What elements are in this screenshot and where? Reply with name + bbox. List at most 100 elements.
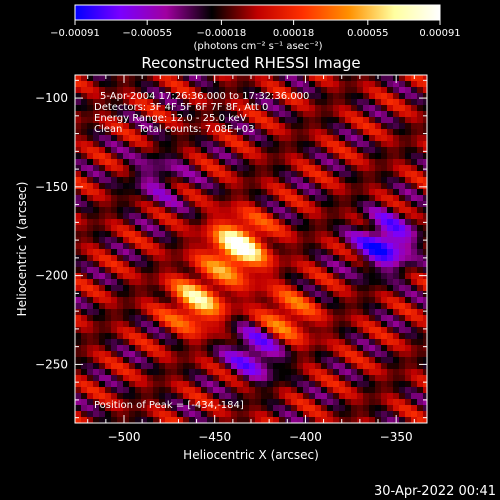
heatmap-cell bbox=[117, 183, 123, 189]
heatmap-cell bbox=[411, 315, 417, 321]
heatmap-cell bbox=[135, 375, 141, 381]
heatmap-cell bbox=[315, 303, 321, 309]
heatmap-cell bbox=[153, 117, 159, 123]
heatmap-cell bbox=[99, 255, 105, 261]
heatmap-cell bbox=[411, 297, 417, 303]
heatmap-cell bbox=[99, 285, 105, 291]
heatmap-cell bbox=[249, 417, 255, 423]
heatmap-cell bbox=[279, 75, 285, 81]
heatmap-cell bbox=[417, 321, 423, 327]
heatmap-cell bbox=[243, 399, 249, 405]
heatmap-cell bbox=[219, 255, 225, 261]
heatmap-cell bbox=[123, 309, 129, 315]
heatmap-cell bbox=[357, 357, 363, 363]
heatmap-cell bbox=[273, 201, 279, 207]
heatmap-cell bbox=[189, 129, 195, 135]
heatmap-cell bbox=[219, 297, 225, 303]
heatmap-cell bbox=[87, 303, 93, 309]
heatmap-cell bbox=[225, 111, 231, 117]
heatmap-cell bbox=[87, 357, 93, 363]
heatmap-cell bbox=[105, 369, 111, 375]
heatmap-cell bbox=[189, 81, 195, 87]
heatmap-cell bbox=[375, 93, 381, 99]
heatmap-cell bbox=[105, 405, 111, 411]
heatmap-cell bbox=[351, 105, 357, 111]
heatmap-cell bbox=[249, 171, 255, 177]
heatmap-cell bbox=[255, 87, 261, 93]
heatmap-cell bbox=[279, 225, 285, 231]
heatmap-cell bbox=[195, 411, 201, 417]
heatmap-cell bbox=[231, 363, 237, 369]
heatmap-cell bbox=[153, 219, 159, 225]
heatmap-cell bbox=[297, 309, 303, 315]
heatmap-cell bbox=[195, 309, 201, 315]
heatmap-cell bbox=[171, 195, 177, 201]
heatmap-cell bbox=[135, 219, 141, 225]
heatmap-cell bbox=[93, 177, 99, 183]
heatmap-cell bbox=[219, 81, 225, 87]
heatmap-cell bbox=[327, 111, 333, 117]
heatmap-cell bbox=[255, 159, 261, 165]
heatmap-cell bbox=[411, 255, 417, 261]
heatmap-cell bbox=[399, 165, 405, 171]
x-tick-label: −400 bbox=[289, 430, 322, 444]
heatmap-cell bbox=[177, 369, 183, 375]
heatmap-cell bbox=[183, 321, 189, 327]
heatmap-cell bbox=[93, 297, 99, 303]
heatmap-cell bbox=[147, 171, 153, 177]
heatmap-cell bbox=[123, 201, 129, 207]
heatmap-cell bbox=[411, 339, 417, 345]
heatmap-cell bbox=[213, 411, 219, 417]
heatmap-cell bbox=[135, 297, 141, 303]
heatmap-cell bbox=[375, 333, 381, 339]
heatmap-cell bbox=[417, 177, 423, 183]
heatmap-cell bbox=[327, 201, 333, 207]
heatmap-cell bbox=[141, 291, 147, 297]
heatmap-cell bbox=[165, 249, 171, 255]
heatmap-cell bbox=[333, 171, 339, 177]
heatmap-cell bbox=[93, 87, 99, 93]
heatmap-cell bbox=[177, 135, 183, 141]
heatmap-cell bbox=[243, 417, 249, 423]
heatmap-cell bbox=[81, 159, 87, 165]
heatmap-cell bbox=[123, 219, 129, 225]
heatmap-cell bbox=[363, 249, 369, 255]
heatmap-cell bbox=[153, 351, 159, 357]
heatmap-cell bbox=[189, 327, 195, 333]
heatmap-cell bbox=[279, 351, 285, 357]
heatmap-cell bbox=[123, 357, 129, 363]
heatmap-cell bbox=[135, 267, 141, 273]
heatmap-cell bbox=[135, 195, 141, 201]
heatmap-cell bbox=[189, 243, 195, 249]
heatmap-cell bbox=[99, 111, 105, 117]
heatmap-cell bbox=[141, 123, 147, 129]
heatmap-cell bbox=[117, 321, 123, 327]
heatmap-cell bbox=[207, 225, 213, 231]
heatmap-cell bbox=[81, 303, 87, 309]
heatmap-cell bbox=[393, 273, 399, 279]
heatmap-cell bbox=[267, 135, 273, 141]
heatmap-cell bbox=[195, 285, 201, 291]
heatmap-cell bbox=[81, 369, 87, 375]
heatmap-cell bbox=[405, 333, 411, 339]
heatmap-cell bbox=[261, 117, 267, 123]
heatmap-cell bbox=[309, 339, 315, 345]
heatmap-cell bbox=[165, 303, 171, 309]
heatmap-cell bbox=[249, 291, 255, 297]
heatmap-cell bbox=[225, 267, 231, 273]
heatmap-cell bbox=[111, 123, 117, 129]
heatmap-cell bbox=[177, 81, 183, 87]
heatmap-cell bbox=[285, 261, 291, 267]
heatmap-cell bbox=[75, 99, 81, 105]
heatmap-cell bbox=[225, 177, 231, 183]
heatmap-cell bbox=[129, 141, 135, 147]
heatmap-cell bbox=[351, 183, 357, 189]
heatmap-cell bbox=[231, 165, 237, 171]
heatmap-cell bbox=[237, 195, 243, 201]
heatmap-cell bbox=[315, 267, 321, 273]
heatmap-cell bbox=[321, 381, 327, 387]
heatmap-cell bbox=[249, 399, 255, 405]
heatmap-cell bbox=[315, 207, 321, 213]
heatmap-cell bbox=[399, 285, 405, 291]
heatmap-cell bbox=[285, 327, 291, 333]
